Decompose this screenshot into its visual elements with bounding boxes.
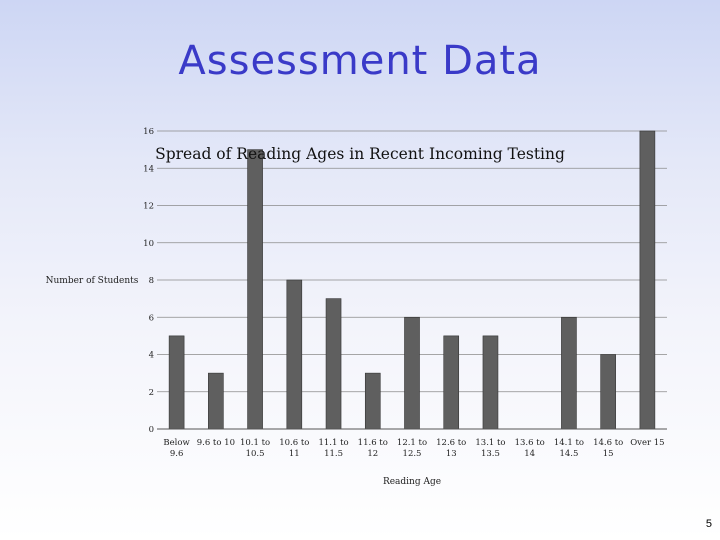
bar [325, 298, 342, 430]
bar [600, 354, 616, 430]
bar [286, 279, 303, 430]
x-tick-label: 11.1 to 11.5 [318, 438, 348, 459]
x-tick-label: Below 9.6 [163, 438, 190, 459]
x-tick-label: 11.6 to 12 [358, 438, 388, 459]
y-tick-label: 14 [143, 164, 154, 174]
slide-title: Assessment Data [178, 38, 542, 84]
y-tick-labels: 0 2 4 6 8 10 12 14 16 [143, 127, 154, 435]
bar [364, 372, 381, 430]
chart-title: Spread of Reading Ages in Recent Incomin… [155, 145, 565, 163]
y-tick-label: 4 [149, 351, 154, 361]
bar [404, 316, 420, 430]
x-tick-label: 14.6 to 15 [593, 438, 623, 459]
y-tick-label: 12 [143, 202, 154, 212]
page-number: 5 [705, 518, 712, 530]
bar [247, 149, 263, 430]
x-tick-label: 13.1 to 13.5 [475, 438, 505, 459]
y-tick-label: 16 [143, 127, 154, 137]
bars [168, 130, 656, 430]
x-tick-label: 10.6 to 11 [279, 438, 309, 459]
bar [443, 335, 460, 430]
x-tick-label: 14.1 to 14.5 [554, 438, 584, 459]
bar [168, 335, 185, 430]
y-tick-label: 10 [143, 239, 154, 249]
y-tick-label: 2 [149, 388, 154, 398]
bar [639, 130, 656, 430]
x-tick-label: 13.6 to 14 [515, 438, 545, 459]
x-tick-label: 12.1 to 12.5 [397, 438, 427, 459]
y-tick-label: 8 [149, 276, 154, 286]
y-tick-label: 0 [149, 425, 154, 435]
x-tick-label: 9.6 to 10 [197, 438, 235, 448]
x-tick-label: 10.1 to 10.5 [240, 438, 270, 459]
x-axis-label: Reading Age [383, 477, 441, 487]
x-tick-label: Over 15 [630, 438, 664, 448]
bar [561, 316, 577, 430]
y-axis-label: Number of Students [46, 276, 139, 286]
x-tick-label: 12.6 to 13 [436, 438, 466, 459]
x-tick-labels: Below 9.6 9.6 to 10 10.1 to 10.5 10.6 to 11 11.… [163, 438, 664, 459]
bar [482, 335, 499, 430]
bar [208, 372, 224, 430]
y-tick-label: 6 [149, 313, 154, 323]
